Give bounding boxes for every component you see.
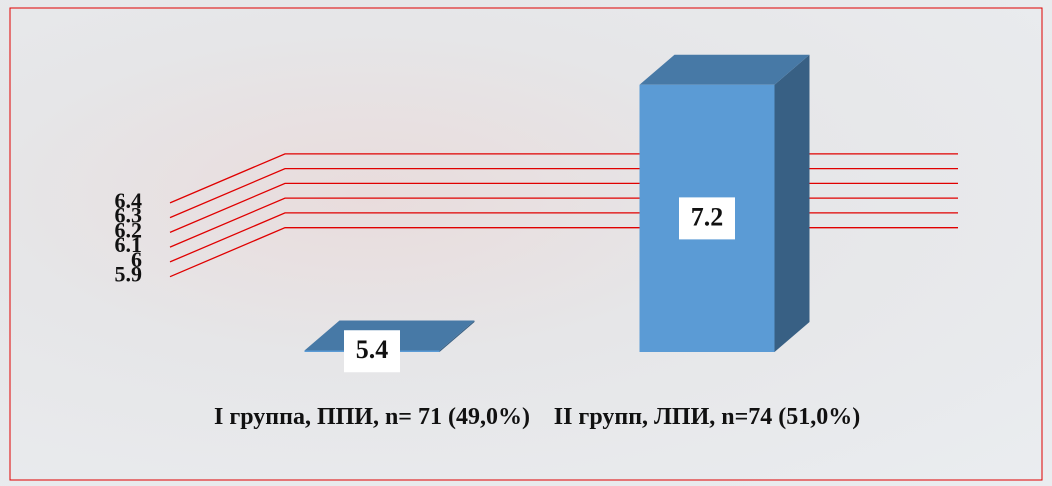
- bar-side: [775, 55, 810, 352]
- grid-line: [170, 169, 958, 218]
- value-label: 7.2: [691, 202, 724, 231]
- grid-line: [170, 198, 958, 247]
- grid-line: [170, 154, 958, 203]
- value-label: 5.4: [356, 335, 389, 364]
- x-tick-label: I группа, ППИ, n= 71 (49,0%): [207, 400, 537, 434]
- y-tick-label: 6.4: [115, 188, 143, 213]
- grid-line: [170, 213, 958, 262]
- grid-line: [170, 183, 958, 232]
- chart: 5.966.16.26.36.45.47.2 I группа, ППИ, n=…: [0, 0, 1052, 486]
- grid-line: [170, 228, 958, 277]
- x-tick-label: II групп, ЛПИ, n=74 (51,0%): [542, 400, 872, 434]
